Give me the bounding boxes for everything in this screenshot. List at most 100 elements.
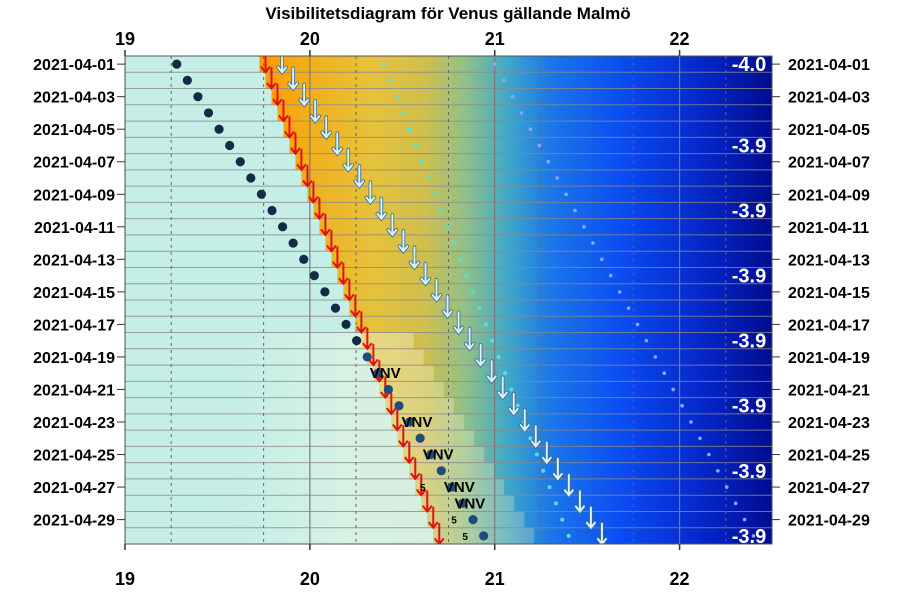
civil-twilight-arrow bbox=[529, 424, 542, 450]
venus-set-dot bbox=[404, 417, 415, 427]
arrow-shaft bbox=[541, 441, 552, 465]
venus-set-dot bbox=[479, 531, 489, 541]
arrow-shaft bbox=[321, 116, 332, 139]
date-label-right: 2021-04-19 bbox=[788, 350, 870, 367]
astronomical-twilight-dot bbox=[510, 94, 515, 99]
altitude-label: 5 bbox=[420, 483, 426, 494]
astronomical-twilight-dot bbox=[608, 273, 613, 278]
nautical-twilight-dot bbox=[388, 78, 393, 83]
astronomical-twilight-dot bbox=[617, 290, 622, 294]
nautical-twilight-dot bbox=[534, 452, 539, 457]
hour-label-top: 21 bbox=[485, 29, 505, 49]
sunset-arrow bbox=[404, 441, 415, 465]
venus-set-dot bbox=[246, 173, 256, 183]
civil-twilight-arrow bbox=[518, 408, 531, 434]
civil-twilight-arrow bbox=[298, 82, 310, 108]
astronomical-twilight-dot bbox=[537, 143, 542, 148]
venus-set-dot bbox=[330, 303, 341, 313]
venus-set-dot bbox=[457, 498, 468, 508]
civil-twilight-arrow bbox=[452, 310, 465, 336]
arrow-shaft bbox=[260, 56, 271, 74]
sunset-arrow bbox=[314, 197, 325, 221]
nautical-twilight-dot bbox=[553, 501, 558, 506]
date-label-left: 2021-04-05 bbox=[33, 122, 115, 139]
magnitude-labels: -4.0 -3.9 -3.9 -3.9 -3.9 -3.9 -3.9 -3.9 bbox=[732, 54, 766, 548]
hour-gridlines bbox=[125, 56, 727, 544]
sunset-arrow bbox=[338, 262, 349, 286]
civil-twilight-arrow bbox=[364, 180, 377, 206]
date-label-right: 2021-04-15 bbox=[788, 285, 870, 302]
sunset-arrow bbox=[266, 67, 277, 91]
date-label-left: 2021-04-01 bbox=[33, 57, 115, 74]
nautical-twilight-dot bbox=[464, 273, 469, 278]
axis-ticks bbox=[117, 50, 780, 550]
nautical-twilight-dot bbox=[451, 241, 456, 246]
astronomical-twilight-dot bbox=[501, 78, 506, 83]
civil-twilight-arrow bbox=[276, 56, 288, 76]
arrow-shaft bbox=[453, 311, 464, 335]
civil-twilight-arrow bbox=[419, 261, 432, 287]
arrow-shaft bbox=[398, 425, 409, 449]
sunset-arrow bbox=[368, 343, 379, 367]
venus-set-dot bbox=[182, 75, 192, 85]
nautical-twilight-dot bbox=[413, 143, 418, 148]
date-labels-right: 2021-04-01 2021-04-03 2021-04-05 2021-04-07… bbox=[788, 57, 870, 529]
nautical-twilight-dot bbox=[560, 517, 565, 522]
arrow-shaft bbox=[409, 246, 420, 270]
sunset-arrow bbox=[398, 425, 409, 449]
venus-set-dot bbox=[225, 140, 235, 151]
magnitude-label: -3.9 bbox=[732, 526, 766, 548]
venus-set-dot bbox=[341, 319, 351, 329]
nautical-twilight-dot bbox=[547, 485, 552, 490]
venus-set-dot bbox=[214, 124, 224, 134]
hour-label-top: 20 bbox=[300, 29, 320, 49]
arrow-shaft bbox=[278, 99, 289, 123]
nautical-twilight-dot bbox=[566, 533, 571, 538]
arrow-shaft bbox=[596, 522, 607, 544]
arrow-shaft bbox=[422, 490, 433, 514]
plot-frame bbox=[124, 55, 773, 545]
arrow-shaft bbox=[344, 278, 355, 302]
arrow-shaft bbox=[368, 343, 379, 367]
arrow-shaft bbox=[563, 473, 574, 497]
nautical-twilight-dot bbox=[400, 110, 405, 115]
arrow-shaft bbox=[362, 327, 373, 351]
astronomical-twilight-dot bbox=[546, 159, 551, 164]
venus-set-dot bbox=[288, 238, 298, 248]
astronomical-twilight-dot bbox=[492, 62, 497, 66]
direction-label: VNV bbox=[370, 365, 401, 382]
magnitude-label: -4.0 bbox=[732, 54, 766, 76]
date-label-left: 2021-04-03 bbox=[33, 90, 115, 107]
magnitude-label: -3.9 bbox=[732, 396, 766, 418]
astronomical-twilight-dot bbox=[528, 127, 533, 131]
astronomical-twilight-dot bbox=[724, 485, 729, 489]
nautical-twilight-dot bbox=[420, 159, 425, 164]
astronomical-twilight-dot bbox=[519, 111, 524, 115]
venus-set-dot bbox=[373, 368, 383, 378]
direction-label: VNV bbox=[402, 414, 433, 431]
date-label-right: 2021-04-13 bbox=[788, 252, 870, 269]
venus-set-dot bbox=[299, 254, 309, 264]
astronomical-twilight-dot bbox=[626, 306, 631, 310]
sunset-arrow bbox=[320, 213, 331, 237]
astronomical-twilight-dot bbox=[573, 208, 577, 213]
astronomical-twilight-dot bbox=[662, 371, 667, 376]
sunset-arrow bbox=[278, 99, 289, 123]
date-labels-left: 2021-04-01 2021-04-03 2021-04-05 2021-04-07… bbox=[33, 57, 115, 529]
sunset-arrow bbox=[422, 490, 433, 514]
civil-twilight-arrow bbox=[430, 277, 443, 303]
direction-label: VNV bbox=[454, 495, 485, 512]
civil-twilight-arrow bbox=[408, 245, 421, 271]
sunset-arrow bbox=[344, 278, 355, 302]
astronomical-twilight-dot bbox=[591, 241, 595, 245]
arrow-shaft bbox=[585, 506, 596, 530]
sunset-arrow bbox=[260, 56, 271, 74]
arrow-shaft bbox=[410, 457, 421, 481]
sunset-arrow bbox=[302, 164, 313, 188]
astronomical-twilight-dot bbox=[742, 517, 747, 522]
arrow-shaft bbox=[296, 148, 307, 172]
civil-twilight-arrow bbox=[441, 294, 454, 320]
venus-set-dot bbox=[426, 449, 436, 460]
arrow-shaft bbox=[475, 343, 486, 367]
